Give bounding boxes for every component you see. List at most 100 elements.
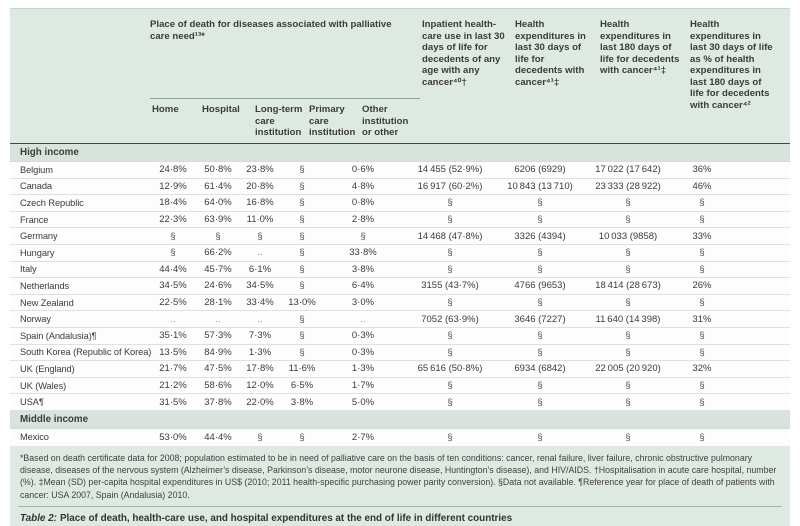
cell-expenditure-percent: § [699,297,705,309]
cell-country: UK (England) [20,363,75,374]
col-header-home: Home [152,104,179,115]
col-header-hospital: Hospital [202,104,240,115]
cell-country: Italy [20,264,37,275]
cell-expenditures-180d: § [625,247,631,259]
cell-country: South Korea (Republic of Korea) [20,347,152,358]
cell-expenditures-180d: 18 414 (28 673) [595,280,661,292]
caption-rule [18,506,782,508]
table-row: Germany § § § § § 14 468 (47·8%) 3326 (4394) 10 … [10,228,790,245]
table-row: New Zealand 22·5% 28·1% 33·4% 13·0% 3·0% § § § § [10,295,790,312]
cell-country: USA¶ [20,397,44,408]
cell-other: 0·3% [351,346,375,358]
cell-other: 3·8% [351,263,375,275]
cell-other: 33·8% [349,247,377,259]
cell-home: 21·7% [159,363,187,375]
cell-other: § [360,230,366,242]
cell-expenditure-percent: § [699,396,705,408]
cell-long-term: 34·5% [246,280,274,292]
cell-expenditures-180d: § [625,330,631,342]
table-row: South Korea (Republic of Korea) 13·5% 84·9… [10,345,790,362]
cell-long-term: 16·8% [246,197,274,209]
col-header-expenditure-percent: Health expenditures in last 30 days of l… [690,19,773,111]
cell-primary-care: § [299,230,305,242]
cell-expenditures-30d: 4766 (9653) [514,280,566,292]
cell-home: 35·1% [159,330,187,342]
cell-hospital: 24·6% [204,280,232,292]
cell-expenditures-30d: 3646 (7227) [514,313,566,325]
cell-inpatient-use: § [447,297,453,309]
cell-expenditure-percent: § [699,380,705,392]
cell-long-term: 22·0% [246,396,274,408]
cell-primary-care: § [299,431,305,443]
table-row: Czech Republic 18·4% 64·0% 16·8% § 0·8% § § § § [10,195,790,212]
cell-inpatient-use: 16 917 (60·2%) [417,180,483,192]
table-row: Spain (Andalusia)¶ 35·1% 57·3% 7·3% § 0·3% § § §… [10,328,790,345]
cell-home: 22·3% [159,214,187,226]
cell-expenditures-180d: § [625,197,631,209]
col-header-inpatient-use: Inpatient health-care use in last 30 day… [422,19,505,88]
cell-inpatient-use: 65 616 (50·8%) [417,363,483,375]
cell-primary-care: 6·5% [290,380,314,392]
cell-country: Belgium [20,164,53,175]
cell-expenditures-30d: 10 843 (13 710) [507,180,573,192]
cell-country: New Zealand [20,297,74,308]
cell-home: 22·5% [159,297,187,309]
cell-country: Germany [20,231,58,242]
cell-long-term: 23·8% [246,164,274,176]
cell-expenditure-percent: § [699,197,705,209]
cell-hospital: 50·8% [204,164,232,176]
cell-expenditures-30d: § [537,431,543,443]
cell-home: 18·4% [159,197,187,209]
cell-home: .. [170,313,176,325]
cell-expenditures-180d: § [625,263,631,275]
cell-inpatient-use: 14 455 (52·9%) [417,164,483,176]
cell-long-term: 6·1% [248,263,272,275]
cell-inpatient-use: § [447,396,453,408]
cell-primary-care: 11·6% [288,363,316,375]
cell-home: 34·5% [159,280,187,292]
cell-country: Mexico [20,432,49,443]
cell-expenditures-30d: § [537,263,543,275]
table-footnote: *Based on death certificate data for 200… [20,452,777,500]
cell-expenditures-180d: § [625,346,631,358]
table-row: Canada 12·9% 61·4% 20·8% § 4·8% 16 917 (60·2%)… [10,179,790,196]
table-footer: *Based on death certificate data for 200… [10,445,790,526]
table-row: Norway...... §.. 7052 (63·9%) 3646 (7227) 11… [10,311,790,328]
cell-long-term: .. [257,247,263,259]
cell-long-term: .. [257,313,263,325]
cell-primary-care: § [299,263,305,275]
cell-expenditures-30d: § [537,297,543,309]
table-row: Hungary § 66·2%.. § 33·8% § § § § [10,245,790,262]
cell-hospital: 28·1% [204,297,232,309]
col-header-other: Other institution or other [362,104,409,138]
cell-inpatient-use: § [447,214,453,226]
cell-long-term: 17·8% [246,363,274,375]
cell-expenditures-180d: 17 022 (17 642) [595,164,661,176]
cell-primary-care: § [299,330,305,342]
cell-expenditures-30d: § [537,197,543,209]
cell-expenditure-percent: § [699,247,705,259]
cell-expenditures-180d: § [625,214,631,226]
cell-long-term: 20·8% [246,180,274,192]
cell-long-term: § [257,431,263,443]
table-caption: Table 2: Place of death, health-care use,… [18,507,782,526]
place-of-death-group-header: Place of death for diseases associated w… [150,19,420,143]
cell-long-term: 12·0% [246,380,274,392]
cell-country: Spain (Andalusia)¶ [20,330,97,341]
col-header-primary-care: Primary care institution [309,104,356,138]
cell-expenditures-30d: § [537,214,543,226]
cell-hospital: 57·3% [204,330,232,342]
cell-hospital: 61·4% [204,180,232,192]
cell-inpatient-use: § [447,263,453,275]
cell-expenditures-30d: § [537,247,543,259]
cell-expenditures-180d: 11 640 (14 398) [595,313,661,325]
group-header-title: Place of death for diseases associated w… [150,19,392,42]
cell-primary-care: § [299,214,305,226]
cell-other: 2·7% [351,431,375,443]
cell-expenditure-percent: 36% [692,164,712,176]
cell-long-term: 7·3% [248,330,272,342]
cell-expenditures-180d: § [625,380,631,392]
cell-expenditure-percent: 26% [692,280,712,292]
cell-inpatient-use: 3155 (43·7%) [421,280,479,292]
